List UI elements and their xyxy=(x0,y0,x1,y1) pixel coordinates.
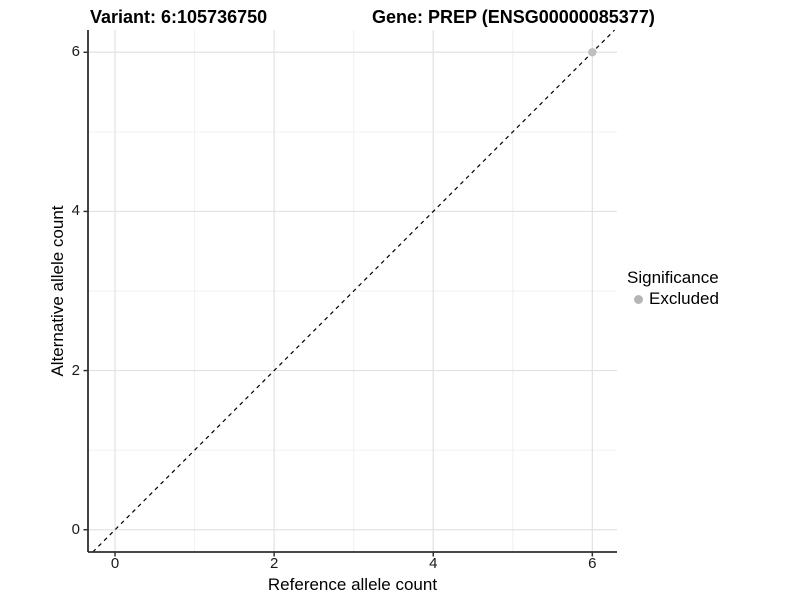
y-axis-title: Alternative allele count xyxy=(48,205,67,377)
legend-title: Significance xyxy=(627,268,719,287)
x-tick-label: 6 xyxy=(588,555,597,572)
legend-item: Excluded xyxy=(627,289,787,309)
x-tick-label: 4 xyxy=(429,555,438,572)
gene-title: Gene: PREP (ENSG00000085377) xyxy=(372,7,655,27)
legend-items: Excluded xyxy=(627,289,787,309)
legend: Significance Excluded xyxy=(627,268,787,309)
y-tick-label: 0 xyxy=(71,520,80,538)
variant-title: Variant: 6:105736750 xyxy=(90,7,268,27)
x-axis-tick-labels: 0 2 4 6 xyxy=(88,555,617,573)
legend-key-circle-icon xyxy=(634,294,643,304)
data-point xyxy=(588,48,597,57)
y-tick-label: 4 xyxy=(71,202,80,220)
y-axis-tick-labels: 0 2 4 6 xyxy=(40,0,84,600)
legend-item-label: Excluded xyxy=(649,289,719,308)
identity-line xyxy=(92,29,616,553)
y-tick-label: 2 xyxy=(71,361,80,379)
x-tick-label: 0 xyxy=(110,555,120,572)
chart-svg xyxy=(83,29,617,557)
x-axis-title: Reference allele count xyxy=(267,575,438,594)
y-tick-label: 6 xyxy=(71,43,80,61)
x-tick-label: 2 xyxy=(269,555,279,572)
